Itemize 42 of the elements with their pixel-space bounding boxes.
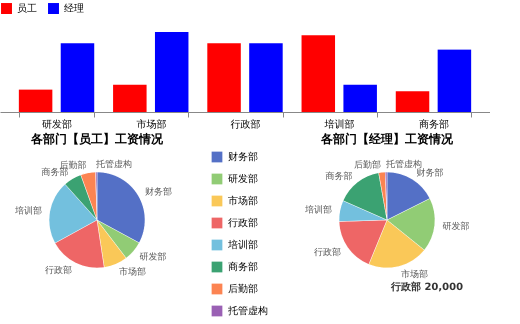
slice-label: 商务部 bbox=[325, 170, 352, 182]
legend-label: 市场部 bbox=[228, 195, 258, 207]
slice-label: 行政部 bbox=[45, 265, 72, 276]
bar bbox=[113, 84, 147, 112]
slice-label: 行政部 bbox=[314, 246, 341, 258]
x-tick-label: 商务部 bbox=[418, 118, 449, 130]
slice-label: 托管虚构 bbox=[95, 159, 132, 170]
bar bbox=[18, 90, 52, 112]
slice-label: 市场部 bbox=[400, 269, 428, 280]
bar bbox=[396, 91, 430, 112]
slice-label: 商务部 bbox=[41, 166, 68, 178]
legend-label: 经理 bbox=[64, 2, 84, 15]
bar bbox=[438, 50, 472, 112]
x-tick-label: 培训部 bbox=[324, 118, 355, 130]
bar bbox=[207, 43, 241, 112]
text: 行政部 20,000 bbox=[390, 281, 464, 293]
legend-label: 行政部 bbox=[228, 217, 258, 229]
slice-label: 财务部 bbox=[416, 167, 444, 178]
slice-label: 培训部 bbox=[304, 204, 332, 216]
slice-label: 财务部 bbox=[145, 186, 172, 198]
chart-title: 各部门【员工】工资情况 bbox=[30, 132, 164, 146]
legend-label: 商务部 bbox=[228, 261, 258, 273]
legend-label: 培训部 bbox=[227, 239, 258, 251]
bar bbox=[343, 84, 377, 112]
legend-label: 财务部 bbox=[228, 151, 258, 163]
x-tick-label: 行政部 bbox=[230, 118, 260, 130]
bar bbox=[302, 35, 336, 112]
x-tick-label: 市场部 bbox=[136, 118, 166, 130]
bar bbox=[154, 32, 188, 112]
legend-label: 托管虚构 bbox=[227, 305, 268, 317]
legend-label: 研发部 bbox=[228, 173, 258, 185]
x-tick-label: 研发部 bbox=[42, 118, 72, 130]
slice-label: 培训部 bbox=[14, 206, 42, 217]
bar bbox=[60, 43, 94, 112]
slice-label: 后勤部 bbox=[354, 159, 382, 170]
slice-label: 研发部 bbox=[442, 220, 470, 232]
bar bbox=[249, 43, 283, 112]
slice-label: 研发部 bbox=[140, 251, 167, 262]
chart-title: 各部门【经理】工资情况 bbox=[320, 132, 454, 146]
slice-label: 市场部 bbox=[118, 266, 146, 278]
legend-label: 后勤部 bbox=[228, 283, 258, 295]
legend-label: 员工 bbox=[17, 4, 37, 15]
